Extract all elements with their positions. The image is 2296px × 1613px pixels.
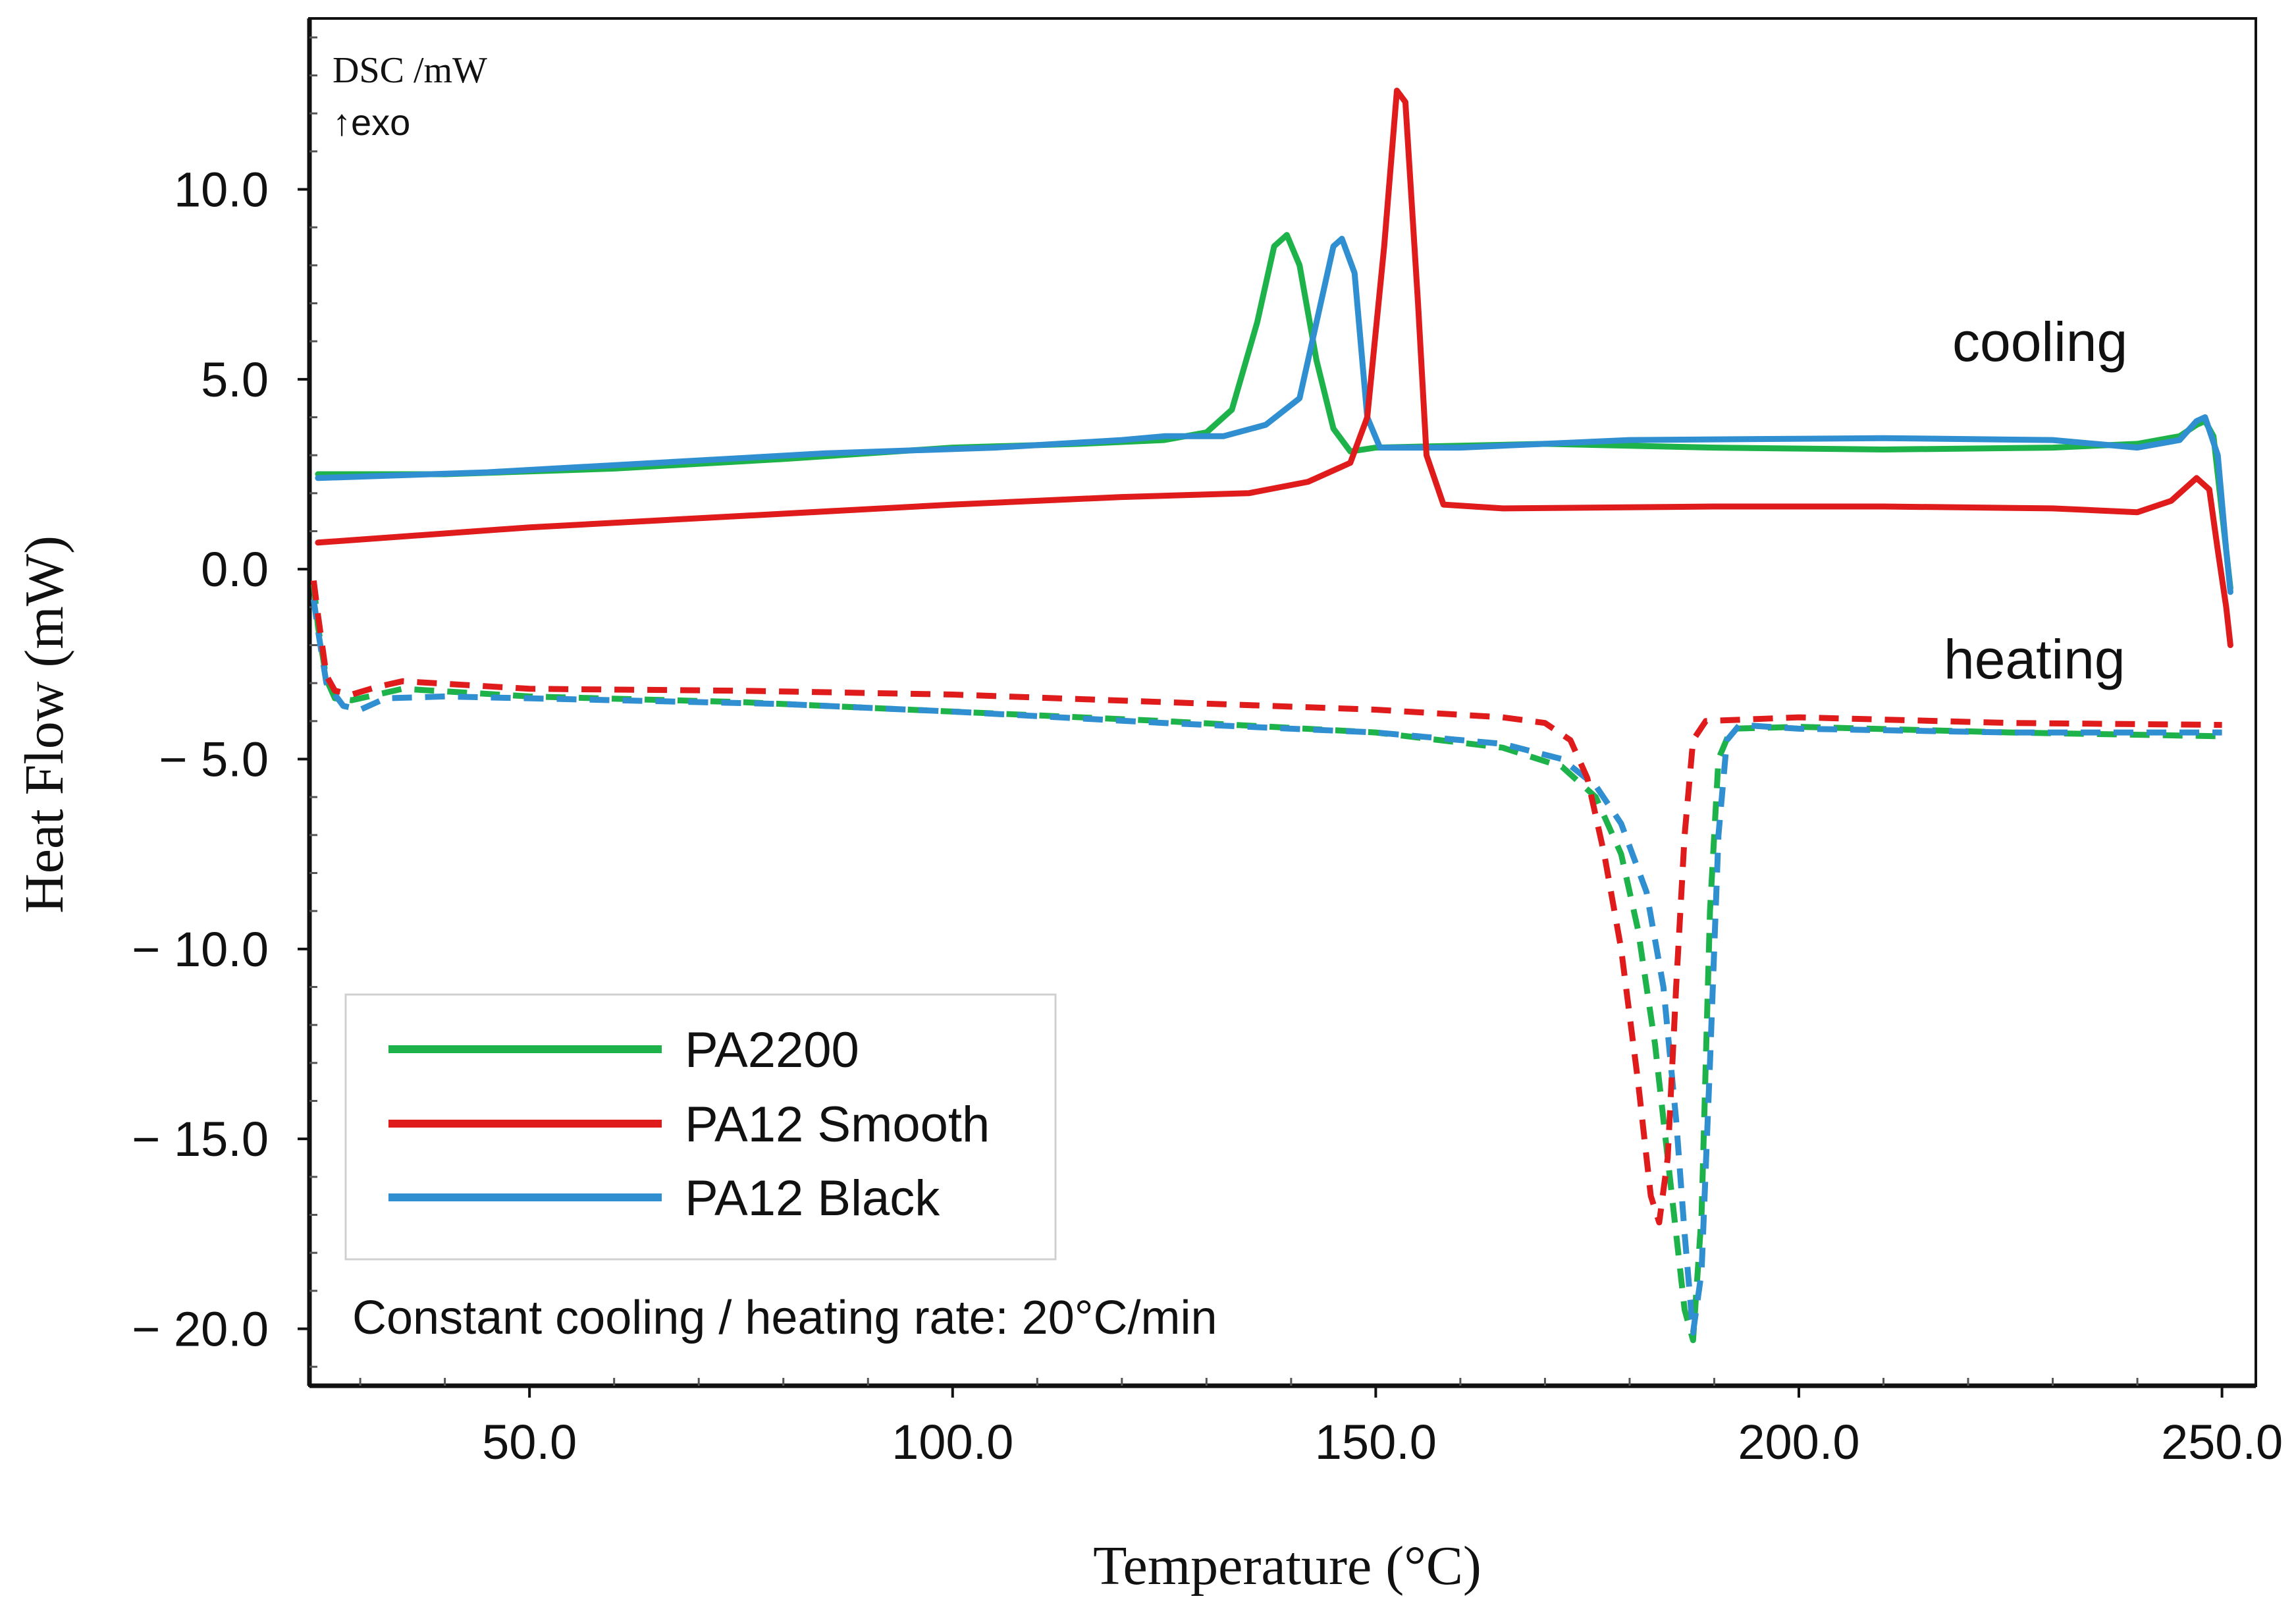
- y-tick-labels: 10.0 5.0 0.0 − 5.0 − 10.0 − 15.0 − 20.0: [132, 163, 309, 1357]
- x-tick-label: 200.0: [1738, 1415, 1859, 1469]
- series-pa12-smooth-cooling: [315, 88, 2233, 648]
- y-tick-label: 0.0: [201, 542, 269, 597]
- heating-label: heating: [1944, 628, 2125, 690]
- series-layer: [310, 88, 2233, 1344]
- y-tick-label: 10.0: [174, 163, 269, 217]
- y-tick-label: − 15.0: [132, 1112, 269, 1166]
- x-minor-ticks: [359, 1378, 2139, 1386]
- series-pa2200-heating: [310, 584, 2222, 1344]
- series-pa12-smooth-heating: [310, 580, 2222, 1226]
- y-tick-label: − 20.0: [132, 1302, 269, 1357]
- x-tick-label: 50.0: [482, 1415, 577, 1469]
- exo-label: ↑exo: [333, 101, 410, 143]
- cooling-label: cooling: [1952, 311, 2127, 373]
- legend-label-pa12-black: PA12 Black: [685, 1170, 940, 1226]
- legend: PA2200 PA12 Smooth PA12 Black: [344, 993, 1057, 1261]
- y-tick-label: 5.0: [201, 352, 269, 407]
- series-pa12-black-heating: [310, 599, 2222, 1336]
- y-minor-ticks: [309, 36, 317, 1368]
- x-axis-title: Temperature (°C): [1093, 1535, 1482, 1597]
- x-tick-label: 150.0: [1315, 1415, 1437, 1469]
- y-tick-label: − 5.0: [159, 732, 269, 787]
- x-tick-labels: 50.0 100.0 150.0 200.0 250.0: [482, 1386, 2283, 1469]
- y-tick-label: − 10.0: [132, 922, 269, 977]
- y-axis-title: Heat Flow (mW): [14, 535, 75, 914]
- series-pa12-black-cooling: [315, 236, 2233, 595]
- legend-label-pa12-smooth: PA12 Smooth: [685, 1097, 990, 1153]
- legend-label-pa2200: PA2200: [685, 1022, 859, 1078]
- x-tick-label: 250.0: [2161, 1415, 2283, 1469]
- rate-annotation: Constant cooling / heating rate: 20°C/mi…: [352, 1292, 1217, 1344]
- series-pa2200-cooling: [315, 232, 2233, 591]
- x-tick-label: 100.0: [892, 1415, 1013, 1469]
- unit-label: DSC /mW: [333, 50, 487, 91]
